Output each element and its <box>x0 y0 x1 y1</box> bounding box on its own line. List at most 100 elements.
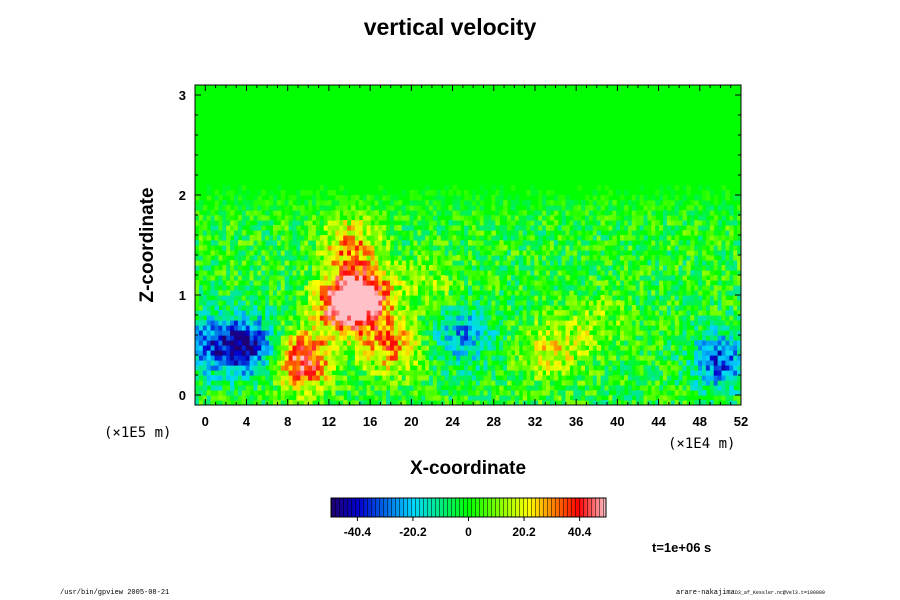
heatmap-cell <box>327 360 333 366</box>
heatmap-cell <box>456 230 461 236</box>
heatmap-cell <box>538 370 543 376</box>
heatmap-cell <box>390 290 395 296</box>
heatmap-cell <box>729 350 734 356</box>
heatmap-cell <box>698 265 703 271</box>
heatmap-cell <box>491 290 496 296</box>
heatmap-cell <box>565 315 570 321</box>
heatmap-cell <box>577 325 582 331</box>
heatmap-cell <box>425 190 430 196</box>
heatmap-cell <box>456 235 461 241</box>
heatmap-cell <box>670 245 676 251</box>
heatmap-cell <box>659 325 664 331</box>
heatmap-cell <box>713 310 719 316</box>
heatmap-cell <box>206 380 212 386</box>
heatmap-cell <box>253 380 258 386</box>
heatmap-cell <box>292 210 297 216</box>
heatmap-cell <box>456 195 461 201</box>
heatmap-cell <box>686 270 691 276</box>
heatmap-cell <box>436 400 442 405</box>
heatmap-cell <box>370 350 375 356</box>
heatmap-cell <box>425 270 430 276</box>
heatmap-cell <box>464 260 469 266</box>
heatmap-cell <box>249 260 255 266</box>
heatmap-cell <box>339 295 344 301</box>
heatmap-cell <box>702 250 707 256</box>
heatmap-cell <box>206 305 212 311</box>
heatmap-cell <box>386 240 391 246</box>
heatmap-cell <box>413 250 418 256</box>
heatmap-cell <box>308 375 313 381</box>
heatmap-cell <box>436 370 442 376</box>
heatmap-cell <box>631 295 637 301</box>
heatmap-cell <box>729 340 734 346</box>
heatmap-cell <box>561 270 567 276</box>
heatmap-cell <box>296 355 301 361</box>
heatmap-cell <box>581 360 586 366</box>
heatmap-cell <box>526 250 531 256</box>
heatmap-cell <box>499 245 504 251</box>
heatmap-cell <box>444 335 450 341</box>
heatmap-cell <box>265 280 270 286</box>
heatmap-cell <box>249 365 255 371</box>
heatmap-cell <box>464 230 469 236</box>
heatmap-cell <box>245 345 251 351</box>
heatmap-cell <box>643 325 648 331</box>
heatmap-cell <box>600 330 606 336</box>
heatmap-cell <box>499 390 504 396</box>
heatmap-cell <box>393 370 399 376</box>
heatmap-cell <box>705 210 711 216</box>
heatmap-cell <box>729 380 734 386</box>
heatmap-cell <box>694 225 699 231</box>
heatmap-cell <box>308 255 313 261</box>
heatmap-cell <box>569 255 574 261</box>
heatmap-cell <box>237 270 243 276</box>
heatmap-cell <box>721 325 726 331</box>
heatmap-cell <box>475 345 481 351</box>
heatmap-cell <box>471 345 477 351</box>
heatmap-cell <box>448 340 453 346</box>
heatmap-cell <box>694 255 699 261</box>
heatmap-cell <box>561 285 567 291</box>
heatmap-cell <box>198 375 204 381</box>
heatmap-cell <box>218 275 223 281</box>
heatmap-cell <box>374 305 379 311</box>
heatmap-cell <box>405 320 411 326</box>
heatmap-cell <box>538 220 543 226</box>
heatmap-cell <box>214 300 219 306</box>
heatmap-cell <box>331 340 336 346</box>
heatmap-cell <box>323 340 329 346</box>
heatmap-cell <box>530 270 535 276</box>
heatmap-cell <box>323 200 329 206</box>
heatmap-cell <box>663 295 668 301</box>
heatmap-cell <box>436 335 442 341</box>
heatmap-cell <box>206 400 212 405</box>
heatmap-cell <box>534 385 539 391</box>
heatmap-cell <box>686 245 691 251</box>
heatmap-cell <box>253 275 258 281</box>
heatmap-cell <box>429 270 434 276</box>
heatmap-cell <box>553 250 559 256</box>
heatmap-cell <box>737 300 741 306</box>
heatmap-cell <box>530 220 535 226</box>
heatmap-cell <box>234 395 239 401</box>
heatmap-cell <box>366 255 372 261</box>
heatmap-cell <box>358 200 364 206</box>
heatmap-cell <box>312 195 317 201</box>
heatmap-cell <box>331 200 336 206</box>
heatmap-cell <box>651 225 656 231</box>
heatmap-cell <box>635 375 641 381</box>
heatmap-cell <box>561 335 567 341</box>
heatmap-cell <box>397 355 403 361</box>
heatmap-cell <box>436 310 442 316</box>
heatmap-cell <box>491 225 496 231</box>
heatmap-cell <box>304 360 309 366</box>
heatmap-cell <box>206 375 212 381</box>
heatmap-cell <box>409 395 414 401</box>
heatmap-cell <box>393 300 399 306</box>
heatmap-cell <box>682 365 687 371</box>
heatmap-cell <box>499 360 504 366</box>
heatmap-cell <box>643 265 648 271</box>
heatmap-cell <box>202 220 208 226</box>
heatmap-cell <box>569 290 574 296</box>
heatmap-cell <box>284 320 290 326</box>
